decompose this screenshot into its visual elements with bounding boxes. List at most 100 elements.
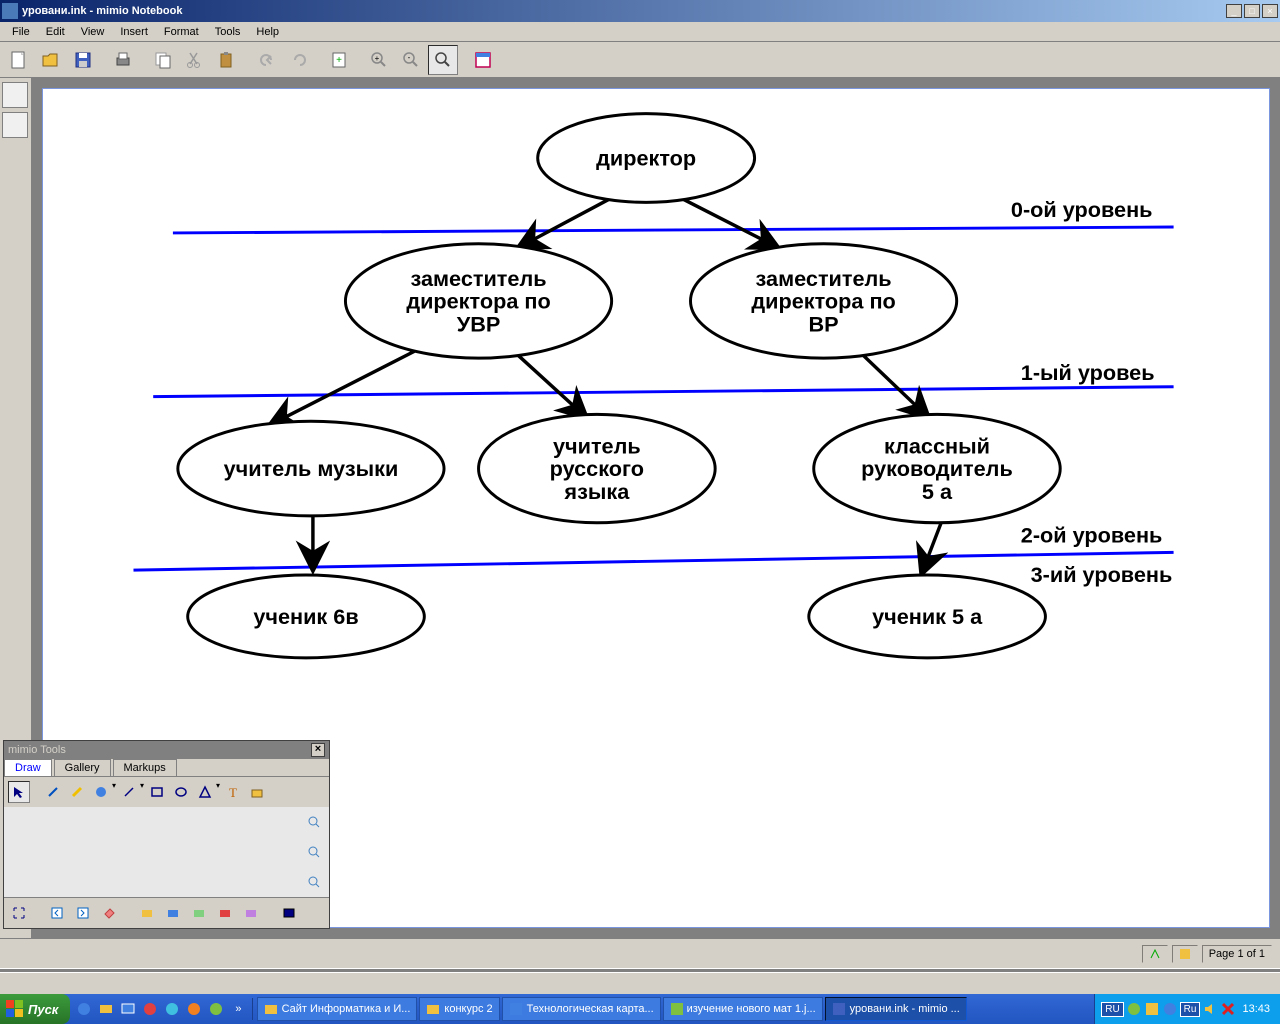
side-thumbnail-2[interactable] [2,112,28,138]
desktop-strip [0,972,1280,994]
tools-body [4,807,329,897]
tools-title: mimio Tools [8,744,311,756]
svg-text:-: - [408,53,411,62]
next-page-tool[interactable] [72,902,94,924]
ellipse-tool[interactable] [170,781,192,803]
menu-help[interactable]: Help [248,24,287,40]
side-thumbnail-1[interactable] [2,82,28,108]
prev-page-tool[interactable] [46,902,68,924]
ql-ie-icon[interactable] [74,998,94,1020]
tab-markups[interactable]: Markups [113,759,177,776]
eraser-tool[interactable] [98,902,120,924]
svg-text:директора по: директора по [751,289,895,314]
shape-tool[interactable] [90,781,112,803]
svg-text:3-ий уровень: 3-ий уровень [1031,562,1173,587]
page-indicator: Page 1 of 1 [1202,945,1272,963]
ql-mail-icon[interactable] [96,998,116,1020]
status-icon-1[interactable] [1142,945,1168,963]
start-button[interactable]: Пуск [0,994,70,1024]
svg-text:T: T [229,785,237,799]
task-item-2[interactable]: Технологическая карта... [502,997,661,1021]
rect-tool[interactable] [146,781,168,803]
menu-view[interactable]: View [73,24,113,40]
tab-gallery[interactable]: Gallery [54,759,111,776]
windows-icon [6,1000,24,1018]
task-item-1[interactable]: конкурс 2 [419,997,499,1021]
screen-tool[interactable] [278,902,300,924]
menu-format[interactable]: Format [156,24,207,40]
menu-tools[interactable]: Tools [207,24,249,40]
new-button[interactable] [4,45,34,75]
copy-button[interactable] [148,45,178,75]
ql-app4-icon[interactable] [206,998,226,1020]
expand-tool[interactable] [8,902,30,924]
tray-icon-3[interactable] [1162,1001,1178,1017]
svg-text:1-ый уровеь: 1-ый уровеь [1021,360,1155,385]
tray-clock[interactable]: 13:43 [1238,1003,1274,1015]
tools-titlebar[interactable]: mimio Tools × [4,741,329,759]
svg-text:+: + [375,54,380,63]
pen-tool[interactable] [42,781,64,803]
color5-tool[interactable] [240,902,262,924]
zoom-in-button[interactable]: + [364,45,394,75]
tray-icon-1[interactable] [1126,1001,1142,1017]
close-button[interactable]: × [1262,4,1278,18]
window-titlebar: уровани.ink - mimio Notebook _ □ × [0,0,1280,22]
open-button[interactable] [36,45,66,75]
zoom-out-button[interactable]: - [396,45,426,75]
import-tool[interactable] [246,781,268,803]
highlighter-tool[interactable] [66,781,88,803]
maximize-button[interactable]: □ [1244,4,1260,18]
tray-icon-2[interactable] [1144,1001,1160,1017]
tray-volume-icon[interactable] [1202,1001,1218,1017]
paste-button[interactable] [212,45,242,75]
print-button[interactable] [108,45,138,75]
fullscreen-button[interactable] [468,45,498,75]
menu-file[interactable]: File [4,24,38,40]
svg-text:руководитель: руководитель [861,456,1013,481]
insert-page-button[interactable]: + [324,45,354,75]
ql-more-icon[interactable]: » [228,998,248,1020]
menu-edit[interactable]: Edit [38,24,73,40]
svg-text:2-ой уровень: 2-ой уровень [1021,523,1163,548]
taskbar: Пуск » Сайт Информатика и И... конкурс 2… [0,994,1280,1024]
task-item-4[interactable]: уровани.ink - mimio ... [825,997,967,1021]
color4-tool[interactable] [214,902,236,924]
color3-tool[interactable] [188,902,210,924]
main-toolbar: + + - [0,42,1280,78]
draw-tools-row: ▾ ▾ ▾ T [4,777,329,807]
redo-button[interactable] [284,45,314,75]
tools-zoom-in[interactable] [303,811,325,833]
color2-tool[interactable] [162,902,184,924]
svg-text:5 а: 5 а [922,479,953,504]
ql-desktop-icon[interactable] [118,998,138,1020]
mimio-tools-window[interactable]: mimio Tools × Draw Gallery Markups ▾ ▾ ▾… [3,740,330,929]
color1-tool[interactable] [136,902,158,924]
save-button[interactable] [68,45,98,75]
zoom-fit-button[interactable] [428,45,458,75]
menu-insert[interactable]: Insert [112,24,156,40]
minimize-button[interactable]: _ [1226,4,1242,18]
tray-lang-2[interactable]: Ru [1180,1002,1201,1017]
ql-app3-icon[interactable] [184,998,204,1020]
ql-app2-icon[interactable] [162,998,182,1020]
cut-button[interactable] [180,45,210,75]
undo-button[interactable] [252,45,282,75]
tray-lang-1[interactable]: RU [1101,1002,1123,1017]
task-item-3[interactable]: изучение нового мат 1.j... [663,997,823,1021]
task-item-0[interactable]: Сайт Информатика и И... [257,997,417,1021]
svg-text:УВР: УВР [457,311,501,336]
tray-av-icon[interactable] [1220,1001,1236,1017]
start-label: Пуск [28,1002,58,1017]
tab-draw[interactable]: Draw [4,759,52,776]
tools-close-button[interactable]: × [311,743,325,757]
tools-zoom-out[interactable] [303,841,325,863]
text-tool[interactable]: T [222,781,244,803]
triangle-tool[interactable] [194,781,216,803]
ql-app1-icon[interactable] [140,998,160,1020]
window-title: уровани.ink - mimio Notebook [22,5,1226,17]
line-tool[interactable] [118,781,140,803]
pointer-tool[interactable] [8,781,30,803]
tools-zoom-fit[interactable] [303,871,325,893]
status-icon-2[interactable] [1172,945,1198,963]
